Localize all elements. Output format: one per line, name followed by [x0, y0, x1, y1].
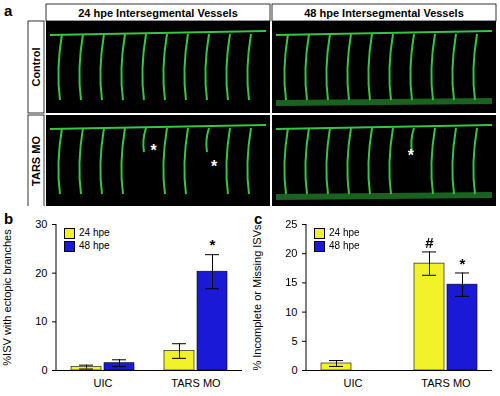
svg-text:20: 20	[285, 247, 297, 259]
svg-text:UIC: UIC	[344, 377, 363, 389]
svg-text:*: *	[460, 255, 466, 272]
svg-text:#: #	[425, 234, 434, 251]
svg-text:*: *	[211, 158, 218, 175]
html-text:24 hpe: 24 hpe	[79, 227, 110, 238]
svg-text:TARS MO: TARS MO	[30, 136, 42, 186]
svg-text:0: 0	[291, 364, 297, 376]
html-text:b: b	[4, 210, 14, 227]
svg-text:% Incomplete or Missing ISVs: % Incomplete or Missing ISVs	[251, 224, 263, 371]
html-text:48 hpe: 48 hpe	[329, 240, 360, 251]
svg-text:*: *	[408, 147, 415, 164]
svg-text:TARS MO: TARS MO	[171, 377, 221, 389]
svg-text:15: 15	[285, 276, 297, 288]
svg-text:*: *	[210, 236, 216, 253]
html-text:c: c	[254, 210, 263, 227]
svg-text:20: 20	[35, 267, 47, 279]
svg-text:Control: Control	[30, 47, 42, 86]
svg-text:TARS MO: TARS MO	[421, 377, 471, 389]
svg-text:0: 0	[41, 364, 47, 376]
svg-text:10: 10	[285, 306, 297, 318]
svg-text:*: *	[150, 142, 157, 159]
svg-text:10: 10	[35, 315, 47, 327]
html-text:a: a	[4, 2, 13, 19]
html-text:48 hpe: 48 hpe	[79, 240, 110, 251]
svg-text:25: 25	[285, 218, 297, 230]
svg-text:UIC: UIC	[94, 377, 113, 389]
svg-text:5: 5	[291, 335, 297, 347]
svg-text:%ISV with ectopic branches: %ISV with ectopic branches	[1, 229, 13, 366]
html-text:24 hpe: 24 hpe	[329, 227, 360, 238]
svg-text:48 hpe Intersegmental Vessels: 48 hpe Intersegmental Vessels	[304, 7, 464, 19]
svg-text:30: 30	[35, 218, 47, 230]
svg-text:24 hpe Intersegmental Vessels: 24 hpe Intersegmental Vessels	[78, 7, 238, 19]
